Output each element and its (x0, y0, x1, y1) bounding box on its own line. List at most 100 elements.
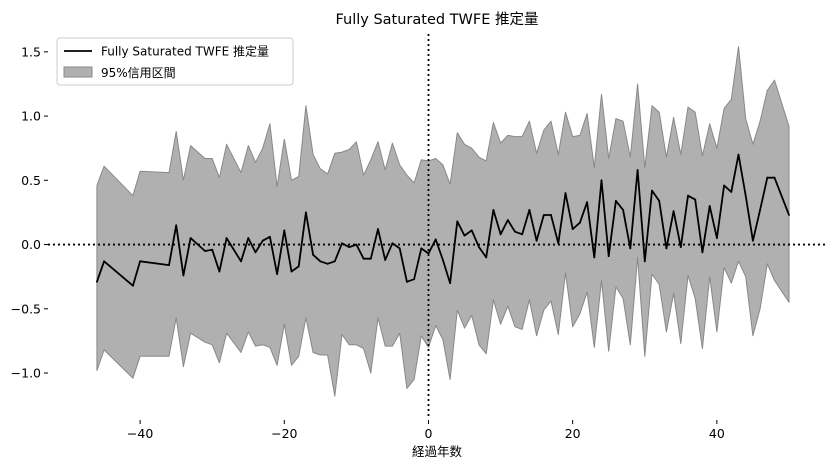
x-tick-label: 0 (425, 426, 433, 441)
x-tick-label: −40 (127, 426, 153, 441)
estimate-point (564, 192, 567, 195)
x-axis: −40 −20 0 20 40 (127, 420, 725, 441)
estimate-point (701, 251, 704, 254)
estimate-point (369, 257, 372, 260)
estimate-point (557, 242, 560, 245)
estimate-point (406, 280, 408, 283)
estimate-point (247, 237, 250, 240)
estimate-point (132, 284, 134, 287)
estimate-point (593, 256, 596, 259)
estimate-point (420, 247, 423, 250)
estimate-point (326, 262, 329, 265)
x-tick-label: 20 (565, 426, 581, 441)
estimate-point (672, 210, 675, 213)
estimate-point (550, 214, 552, 216)
estimate-point (427, 252, 430, 255)
estimate-point (708, 205, 711, 207)
legend-entry-estimate: Fully Saturated TWFE 推定量 (101, 44, 269, 59)
x-tick-label: 40 (709, 426, 725, 441)
x-axis-label: 経過年数 (412, 444, 463, 459)
y-tick-label: 0.0 (21, 237, 41, 252)
estimate-point (528, 209, 531, 211)
estimate-point (492, 209, 495, 211)
estimate-point (276, 273, 278, 275)
estimate-point (730, 191, 733, 193)
estimate-point (579, 221, 581, 224)
estimate-point (305, 211, 307, 214)
estimate-point (535, 239, 538, 242)
estimate-line-layer (96, 153, 790, 287)
estimate-point (139, 260, 142, 263)
estimate-point (744, 194, 747, 197)
estimate-point (571, 228, 574, 231)
estimate-point (615, 200, 617, 202)
estimate-point (290, 270, 293, 273)
estimate-point (679, 246, 682, 249)
y-tick-label: −1.0 (11, 366, 41, 381)
estimate-point (607, 255, 610, 257)
legend-box (56, 37, 294, 86)
legend: Fully Saturated TWFE 推定量 95%信用区間 (56, 37, 294, 86)
estimate-point (355, 243, 358, 246)
estimate-point (442, 259, 444, 261)
estimate-point (716, 237, 718, 240)
estimate-point (514, 230, 516, 233)
estimate-point (687, 194, 689, 197)
legend-entry-band: 95%信用区間 (101, 66, 176, 80)
estimate-point (319, 260, 322, 263)
estimate-point (759, 209, 761, 211)
estimate-point (175, 224, 178, 227)
estimate-point (470, 229, 473, 232)
y-tick-label: 1.0 (21, 109, 41, 124)
chart-title: Fully Saturated TWFE 推定量 (335, 11, 538, 28)
estimate-point (694, 198, 697, 201)
estimate-point (384, 259, 387, 261)
estimate-point (182, 274, 185, 277)
estimate-point (499, 233, 502, 236)
credible-band-layer (96, 46, 790, 397)
estimate-point (636, 169, 639, 171)
estimate-point (665, 247, 668, 250)
estimate-point (269, 235, 271, 238)
estimate-point (240, 260, 242, 263)
estimate-point (622, 209, 624, 211)
estimate-point (103, 260, 105, 263)
estimate-point (254, 251, 257, 254)
estimate-point (341, 242, 343, 245)
legend-band-swatch (63, 66, 93, 78)
estimate-point (658, 200, 661, 202)
estimate-point (766, 176, 769, 179)
estimate-point (391, 242, 394, 245)
estimate-point (456, 220, 459, 223)
estimate-point (600, 179, 603, 182)
estimate-point (413, 278, 415, 281)
estimate-point (398, 247, 401, 250)
estimate-point (283, 229, 286, 232)
estimate-point (434, 238, 437, 241)
estimate-point (521, 233, 524, 236)
estimate-point (506, 219, 509, 222)
estimate-point (629, 247, 632, 250)
estimate-point (225, 237, 228, 240)
estimate-point (261, 239, 264, 242)
estimate-point (651, 189, 653, 192)
estimate-point (723, 184, 725, 187)
estimate-point (362, 257, 365, 260)
y-axis: −1.0 −0.5 0.0 0.5 1.0 1.5 (11, 44, 48, 381)
estimate-point (773, 176, 776, 179)
y-tick-label: 0.5 (21, 173, 41, 188)
estimate-point (737, 153, 740, 156)
estimate-point (211, 248, 214, 251)
estimate-line (96, 153, 790, 287)
estimate-point (752, 239, 754, 242)
estimate-point (463, 234, 466, 237)
y-tick-label: −0.5 (11, 301, 41, 316)
estimate-point (204, 250, 206, 252)
estimate-point (542, 214, 545, 216)
estimate-point (312, 253, 314, 256)
estimate-point (449, 282, 451, 284)
credible-band (96, 46, 790, 397)
x-tick-label: −20 (271, 426, 297, 441)
estimate-point (788, 214, 790, 216)
